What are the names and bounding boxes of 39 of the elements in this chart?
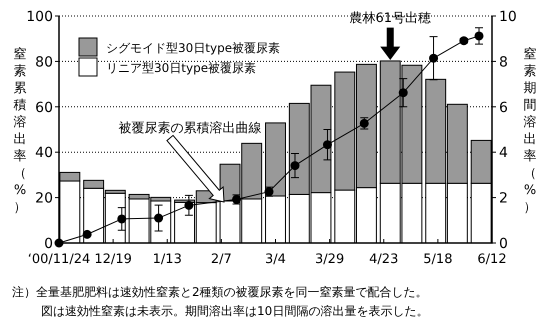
y2-tick-label: 8	[499, 54, 508, 70]
text: 窒素期間溶出率（%）	[524, 47, 536, 215]
point	[184, 200, 194, 210]
y-tick-label: 100	[26, 9, 53, 25]
point	[474, 31, 484, 40]
x-tick-label: 3/29	[315, 252, 344, 267]
y2-tick-label: 0	[499, 236, 508, 252]
y2-tick-label: 10	[499, 9, 517, 25]
annotation: 農林61号出穂	[349, 11, 432, 60]
annotation: 農林61号出穂	[349, 11, 432, 26]
text: 注）全量基肥肥料は速効性窒素と2種類の被覆尿素を同一窒素量で配合した。	[12, 285, 428, 299]
y2-tick-label: 2	[499, 190, 508, 207]
point	[429, 54, 438, 63]
x-tick-label: ‘00/11/24	[28, 252, 90, 267]
point	[82, 230, 92, 239]
y-tick-label: 80	[35, 54, 53, 70]
point	[398, 88, 408, 98]
x-tick-label: 1/13	[152, 252, 182, 267]
y2-tick-label: 4	[499, 145, 508, 162]
x-tick-label: 6/12	[477, 252, 507, 267]
legend-label: シグモイド型30日type被覆尿素	[106, 41, 280, 55]
y-tick-label: 0	[44, 236, 53, 252]
point	[154, 214, 164, 223]
point	[117, 214, 126, 224]
x-tick-label: 3/4	[265, 252, 286, 267]
y-tick-label: 40	[35, 145, 53, 162]
point	[322, 140, 332, 150]
legend-label: リニア型30日type被覆尿素	[106, 61, 256, 75]
y-tick-label: 20	[35, 190, 53, 207]
text: 窒素累積溶出率（%）	[14, 47, 26, 215]
x-tick-label: 4/23	[369, 252, 398, 267]
y-tick-label: 60	[35, 100, 53, 116]
text: 図は速効性窒素は未表示。期間溶出率は10日間隔の溶出量を表示した。	[41, 304, 428, 318]
annotation: 被覆尿素の累積溶出曲線	[118, 120, 262, 136]
x-tick-label: 2/7	[210, 252, 232, 267]
y2-tick-label: 6	[499, 100, 508, 116]
x-tick-label: 5/18	[423, 252, 452, 267]
x-tick-label: 12/19	[94, 252, 132, 267]
point	[290, 161, 300, 170]
